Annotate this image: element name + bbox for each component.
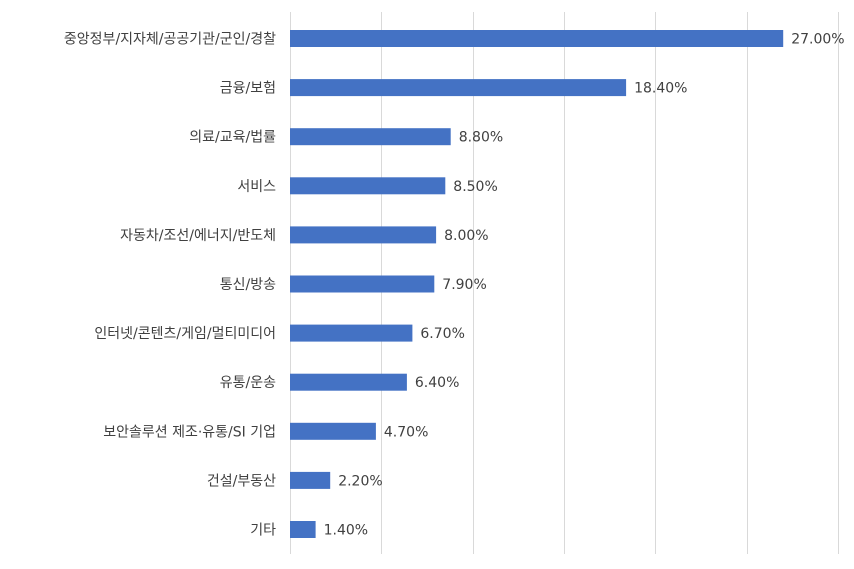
category-label-6: 인터넷/콘텐츠/게임/멀티미디어	[94, 326, 276, 342]
bar-6	[290, 324, 413, 342]
value-label-5: 7.90%	[442, 277, 486, 293]
category-label-8: 보안솔루션 제조·유통/SI 기업	[103, 424, 276, 440]
category-label-0: 중앙정부/지자체/공공기관/군인/경찰	[64, 32, 276, 48]
category-label-2: 의료/교육/법률	[189, 130, 276, 146]
category-label-1: 금융/보험	[220, 81, 276, 97]
bar-10	[290, 521, 316, 538]
category-label-7: 유통/운송	[220, 375, 276, 391]
value-label-9: 2.20%	[338, 473, 382, 489]
bar-1	[290, 79, 627, 97]
value-label-3: 8.50%	[453, 179, 497, 195]
bar-9	[290, 471, 331, 489]
category-label-3: 서비스	[237, 179, 276, 195]
value-label-0: 27.00%	[791, 32, 844, 48]
value-label-2: 8.80%	[459, 130, 503, 146]
value-label-10: 1.40%	[324, 523, 368, 539]
value-label-8: 4.70%	[384, 424, 428, 440]
category-label-9: 건설/부동산	[207, 473, 276, 489]
bar-5	[290, 275, 435, 293]
value-label-6: 6.70%	[420, 326, 464, 342]
value-labels: 27.00% 18.40% 8.80% 8.50% 8.00% 7.90% 6.70% 6.4…	[324, 32, 845, 539]
bars	[290, 30, 784, 538]
bar-0	[290, 30, 784, 47]
bar-4	[290, 226, 437, 244]
bar-7	[290, 373, 407, 391]
category-label-5: 통신/방송	[220, 277, 276, 293]
value-label-7: 6.40%	[415, 375, 459, 391]
category-label-10: 기타	[250, 523, 276, 539]
category-label-4: 자동차/조선/에너지/반도체	[120, 228, 276, 244]
gridlines	[290, 12, 839, 554]
bar-3	[290, 177, 446, 195]
value-label-4: 8.00%	[444, 228, 488, 244]
bar-2	[290, 128, 451, 146]
bar-8	[290, 422, 376, 440]
value-label-1: 18.40%	[634, 81, 687, 97]
category-labels: 중앙정부/지자체/공공기관/군인/경찰금융/보험의료/교육/법률서비스자동차/조…	[64, 32, 276, 539]
